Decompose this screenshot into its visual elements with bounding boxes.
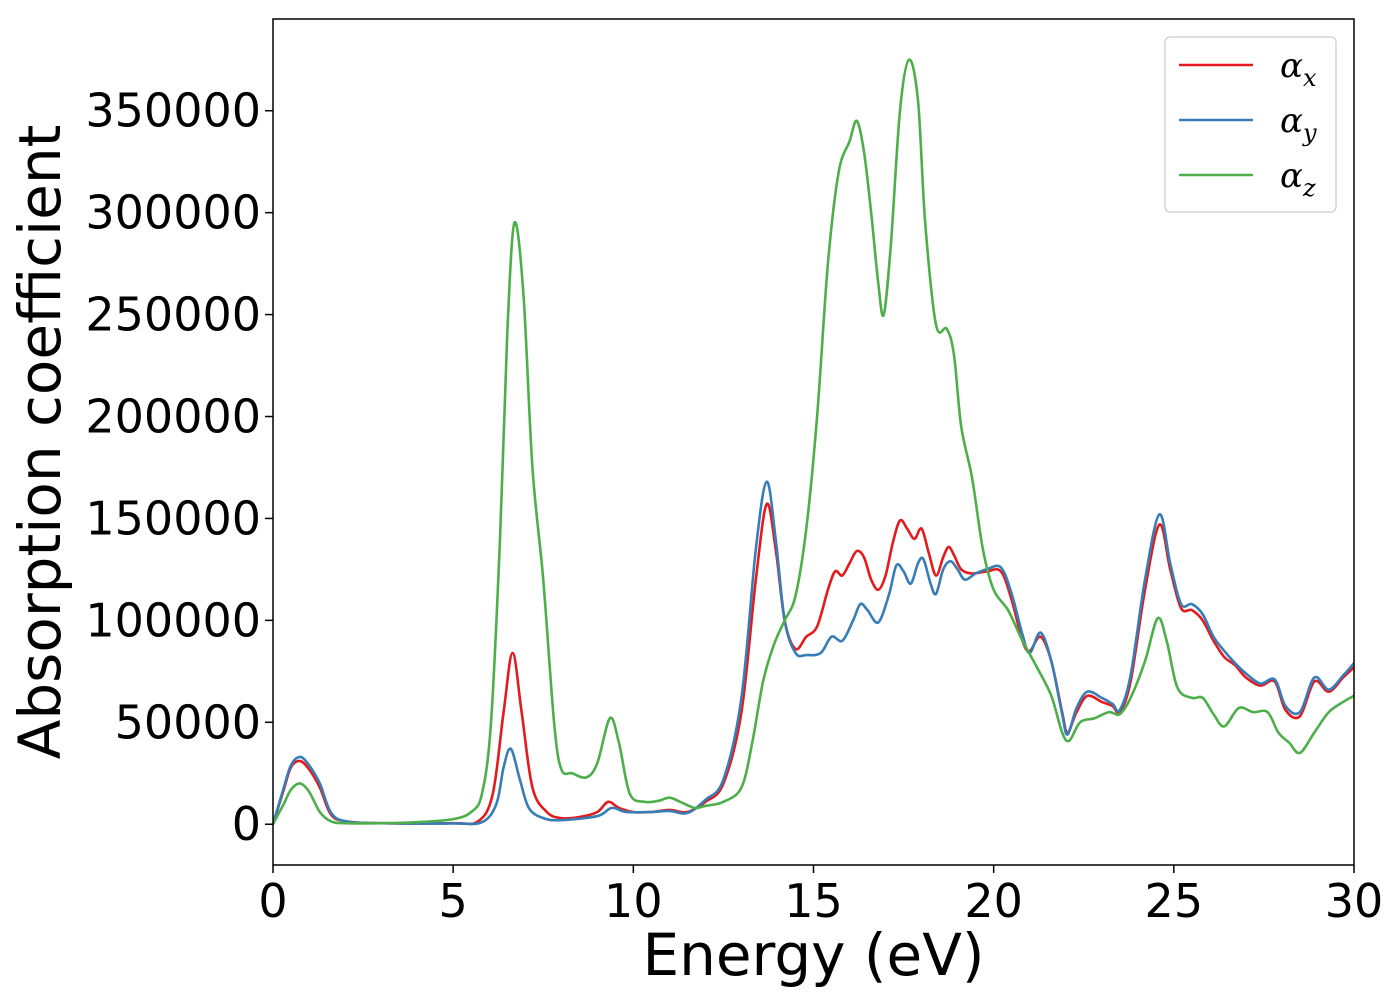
y-tick-label: 300000 (85, 186, 261, 240)
y-tick-label: 250000 (85, 288, 261, 342)
series-line-z (273, 58, 1354, 825)
x-tick-label: 30 (1325, 874, 1384, 928)
y-tick-label: 100000 (85, 593, 261, 647)
legend-item-x: αx (1179, 46, 1317, 92)
x-tick-label: 5 (439, 874, 468, 928)
series-line-y (273, 480, 1354, 826)
series-layer (273, 58, 1354, 826)
x-tick-label: 10 (604, 874, 663, 928)
x-tick-label: 0 (258, 874, 287, 928)
y-tick-label: 350000 (85, 84, 261, 138)
y-tick-label: 200000 (85, 390, 261, 444)
legend-box (1164, 36, 1337, 213)
y-tick-label: 150000 (85, 491, 261, 545)
x-axis-title: Energy (eV) (642, 921, 984, 989)
series-line-x (273, 502, 1354, 826)
y-tick-label: 0 (232, 797, 261, 851)
y-axis: 0 50000 100000 150000 200000 250000 300000 3500… (85, 84, 273, 851)
x-tick-label: 15 (784, 874, 843, 928)
x-axis: 0 5 10 15 20 25 30 (258, 865, 1383, 928)
y-tick-label: 50000 (115, 695, 261, 749)
x-tick-label: 25 (1145, 874, 1204, 928)
y-axis-title: Absorption coefficient (6, 125, 74, 760)
x-tick-label: 20 (964, 874, 1023, 928)
